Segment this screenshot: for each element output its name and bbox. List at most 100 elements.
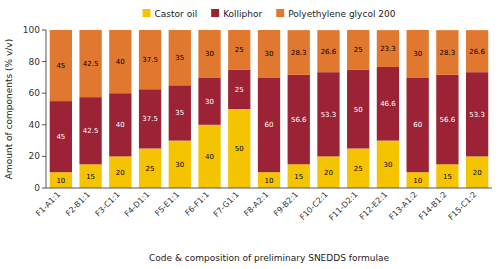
data-label: 53.3	[321, 111, 337, 119]
bar-segment	[288, 30, 310, 75]
y-axis-line	[46, 30, 47, 188]
x-tick-label: F5-E1:1	[153, 190, 181, 218]
data-label: 50	[354, 106, 363, 114]
data-label: 30	[175, 161, 184, 169]
bar-segment	[198, 30, 220, 77]
data-label: 20	[473, 169, 482, 177]
y-axis-title: Amount of components (% v/v)	[4, 39, 14, 179]
legend-swatch	[276, 9, 284, 17]
y-tick	[42, 93, 46, 94]
x-tick-label: F2-B1:1	[64, 190, 92, 218]
bar-segment	[407, 77, 429, 172]
y-tick-label: 60	[29, 88, 41, 98]
data-label: 26.6	[321, 48, 337, 56]
data-label: 28.3	[291, 49, 307, 57]
bar-segment	[347, 70, 369, 149]
bar-segment	[466, 156, 488, 188]
data-labels: 10 15 20 25 30 40 50 10 15 20 25 30 10 15 20 45 42.5 40 37…	[56, 45, 485, 185]
bar-segment	[377, 67, 399, 141]
y-tick-label: 20	[29, 151, 41, 161]
y-axis: 020406080100	[23, 25, 46, 193]
bar-segment	[50, 172, 72, 188]
data-label: 15	[86, 173, 95, 181]
data-label: 10	[413, 177, 422, 185]
bar-segment	[258, 172, 280, 188]
x-tick-label: F3-C1:1	[93, 190, 121, 218]
bar-segment	[50, 30, 72, 101]
x-tick-label: F13-A1:2	[387, 190, 419, 222]
y-tick	[42, 188, 46, 189]
bar-segment	[466, 72, 488, 156]
bar-segment	[317, 156, 339, 188]
bar-segment	[169, 85, 191, 140]
data-label: 20	[324, 169, 333, 177]
data-label: 10	[265, 177, 274, 185]
data-label: 37.5	[142, 56, 158, 64]
bar-segment	[79, 30, 101, 97]
data-label: 56.6	[440, 116, 456, 124]
bar-segment	[288, 75, 310, 164]
data-label: 45	[56, 62, 65, 70]
bar-segment	[139, 89, 161, 148]
data-label: 15	[294, 173, 303, 181]
x-tick-label: F7-G1:1	[212, 190, 241, 219]
bar-segment	[139, 149, 161, 189]
data-label: 15	[443, 173, 452, 181]
data-label: 20	[116, 169, 125, 177]
x-tick-label: F15-C1:2	[447, 190, 479, 222]
data-label: 25	[235, 46, 244, 54]
bar-segment	[258, 77, 280, 172]
bar-segment	[407, 172, 429, 188]
bar-segment	[50, 101, 72, 172]
data-label: 53.3	[469, 111, 485, 119]
data-label: 25	[354, 46, 363, 54]
data-label: 30	[265, 50, 274, 58]
x-axis-line	[46, 188, 492, 189]
data-label: 23.3	[380, 45, 396, 53]
data-label: 50	[235, 145, 244, 153]
data-label: 10	[56, 177, 65, 185]
bar-segment	[109, 156, 131, 188]
data-label: 42.5	[83, 127, 99, 135]
bar-segment	[109, 30, 131, 93]
chart: 0204060801001015202530405010152025301015…	[0, 0, 500, 269]
legend-swatch	[143, 9, 151, 17]
data-label: 35	[175, 109, 184, 117]
bar-segment	[317, 72, 339, 156]
legend-label: Castor oil	[155, 9, 198, 19]
y-tick	[42, 30, 46, 31]
data-label: 30	[205, 50, 214, 58]
legend: Castor oil Kolliphor Polyethylene glycol 2…	[143, 9, 396, 19]
data-label: 40	[205, 153, 214, 161]
bar-segment	[228, 30, 250, 70]
legend-swatch	[211, 9, 219, 17]
legend-item: Polyethylene glycol 200	[276, 9, 395, 19]
x-axis: F1-A1:1F2-B1:1F3-C1:1F4-D1:1F5-E1:1F6-F1…	[34, 190, 478, 222]
data-label: 30	[383, 161, 392, 169]
data-label: 42.5	[83, 60, 99, 68]
legend-item: Kolliphor	[211, 9, 262, 19]
legend-label: Polyethylene glycol 200	[288, 9, 395, 19]
bar-segment	[436, 164, 458, 188]
y-tick-label: 0	[34, 183, 40, 193]
data-label: 30	[413, 50, 422, 58]
bar-segment	[169, 30, 191, 85]
data-label: 35	[175, 54, 184, 62]
x-tick-label: F12-E2:1	[358, 190, 390, 222]
bar-segment	[228, 109, 250, 188]
data-label: 25	[235, 86, 244, 94]
data-label: 56.6	[291, 116, 307, 124]
bar-segment	[169, 141, 191, 188]
data-label: 25	[354, 165, 363, 173]
bar-segment	[377, 141, 399, 188]
y-tick-label: 40	[29, 120, 41, 130]
bar-segment	[109, 93, 131, 156]
legend-item: Castor oil	[143, 9, 198, 19]
x-tick-label: F4-D1:1	[123, 190, 152, 219]
data-label: 60	[413, 121, 422, 129]
bars	[50, 30, 489, 188]
x-tick-label: F1-A1:1	[34, 190, 62, 218]
data-label: 45	[56, 133, 65, 141]
data-label: 40	[116, 121, 125, 129]
data-label: 25	[146, 165, 155, 173]
